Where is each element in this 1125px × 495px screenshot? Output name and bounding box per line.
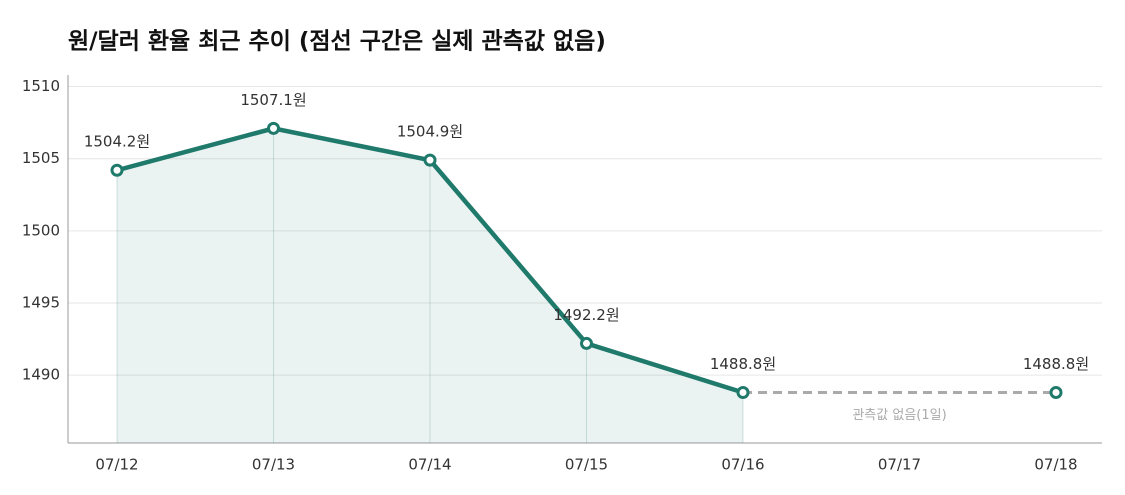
point xyxy=(110,163,124,177)
data-label: 1507.1원 xyxy=(240,91,306,109)
y-tick-label: 1490 xyxy=(22,366,60,384)
y-tick-label: 1495 xyxy=(22,294,60,312)
area xyxy=(117,128,743,444)
x-tick-label: 07/18 xyxy=(1034,456,1077,474)
point xyxy=(267,121,280,135)
x-tick-label: 07/17 xyxy=(878,456,921,474)
chart-title: 원/달러 환율 최근 추이 (점선 구간은 실제 관측값 없음) xyxy=(68,29,606,55)
annotation: 관측값 없음(1일) xyxy=(852,408,946,423)
point xyxy=(423,153,437,167)
point xyxy=(736,385,750,399)
y-tick-label: 1505 xyxy=(22,149,60,167)
x-tick-label: 07/14 xyxy=(408,456,451,474)
data-label: 1504.9원 xyxy=(397,123,463,141)
point xyxy=(580,336,593,350)
point xyxy=(1049,385,1063,399)
y-tick-label: 1500 xyxy=(22,221,60,239)
x-tick-label: 07/13 xyxy=(252,456,295,474)
data-label: 1504.2원 xyxy=(84,133,150,151)
data-label: 1488.8원 xyxy=(710,355,776,373)
x-tick-label: 07/16 xyxy=(721,456,764,474)
data-label: 1492.2원 xyxy=(553,306,619,324)
y-tick-label: 1510 xyxy=(22,77,60,95)
x-tick-label: 07/15 xyxy=(565,456,608,474)
x-tick-label: 07/12 xyxy=(95,456,138,474)
data-label: 1488.8원 xyxy=(1023,355,1089,373)
